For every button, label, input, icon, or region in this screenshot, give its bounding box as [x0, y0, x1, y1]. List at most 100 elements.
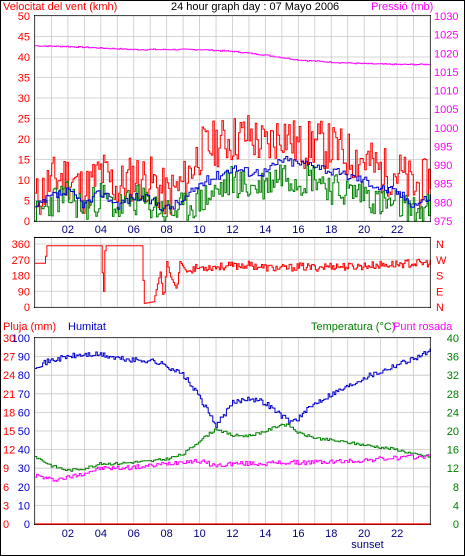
humidity-tick-label: 10 — [18, 500, 30, 512]
temperature-series — [35, 423, 431, 472]
pressure-tick-label: 980 — [434, 197, 452, 209]
x-tick-label: 12 — [226, 528, 238, 540]
x-tick-label: 10 — [193, 528, 205, 540]
direction-tick-label: 360 — [12, 239, 30, 251]
rain-axis-label: Pluja (mm) — [3, 321, 56, 333]
x-tick-label: 08 — [161, 528, 173, 540]
rain-tick-label: 6 — [3, 482, 9, 494]
humidity-tick-label: 20 — [18, 482, 30, 494]
wind-tick-label: 15 — [18, 155, 30, 167]
panel-wind-lines — [35, 45, 431, 222]
x-tick-label: 06 — [128, 528, 140, 540]
humidity-series — [35, 348, 431, 429]
pressure-axis-label: Pressió (mb) — [371, 1, 433, 13]
x-tick-label: 20 — [358, 224, 370, 236]
rain-tick-label: 21 — [3, 389, 15, 401]
direction-tick-label: 270 — [12, 255, 30, 267]
pressure-tick-label: 1020 — [434, 48, 458, 60]
pressure-tick-label: 995 — [434, 141, 452, 153]
x-tick-label: 14 — [259, 528, 271, 540]
pressure-tick-label: 1000 — [434, 123, 458, 135]
x-tick-label: 08 — [161, 224, 173, 236]
sunset-marker: sunset — [351, 539, 383, 551]
humidity-axis-label: Humitat — [68, 321, 106, 333]
x-tick-label: 18 — [325, 224, 337, 236]
temperature-tick-label: 32 — [447, 370, 459, 382]
wind-tick-label: 0 — [24, 216, 30, 228]
dewpoint-series — [35, 454, 431, 482]
pressure-tick-label: 1005 — [434, 104, 458, 116]
rain-tick-label: 18 — [3, 407, 15, 419]
wind-tick-label: 30 — [18, 93, 30, 105]
rain-tick-label: 0 — [3, 519, 9, 531]
wind-tick-label: 50 — [18, 11, 30, 23]
compass-label: E — [436, 286, 443, 298]
compass-label: W — [436, 255, 447, 267]
wind-speed-axis-label: Velocitat del vent (kmh) — [3, 1, 117, 13]
wind-tick-label: 35 — [18, 73, 30, 85]
wind-tick-label: 5 — [24, 196, 30, 208]
avg-wind-series — [35, 164, 431, 222]
pressure-tick-label: 1025 — [434, 30, 458, 42]
humidity-tick-label: 90 — [18, 352, 30, 364]
rain-tick-label: 12 — [3, 445, 15, 457]
pressure-tick-label: 985 — [434, 179, 452, 191]
x-tick-label: 02 — [62, 528, 74, 540]
gust-series — [35, 115, 431, 215]
temperature-tick-label: 40 — [447, 333, 459, 345]
pressure-tick-label: 990 — [434, 160, 452, 172]
x-tick-label: 06 — [128, 224, 140, 236]
x-tick-label: 04 — [95, 528, 107, 540]
direction-tick-label: 0 — [24, 302, 30, 314]
temperature-tick-label: 8 — [453, 482, 459, 494]
temperature-tick-label: 12 — [447, 463, 459, 475]
chart-title: 24 hour graph day : 07 Mayo 2006 — [171, 1, 339, 13]
humidity-tick-label: 50 — [18, 426, 30, 438]
temperature-tick-label: 36 — [447, 352, 459, 364]
x-tick-label: 22 — [391, 224, 403, 236]
compass-label: N — [436, 302, 444, 314]
rain-tick-label: 15 — [3, 426, 15, 438]
x-tick-label: 14 — [259, 224, 271, 236]
wind-tick-label: 10 — [18, 175, 30, 187]
panel-humidity-ticks: 0102030405060708090100036912151821242730… — [3, 333, 459, 551]
temperature-tick-label: 24 — [447, 407, 459, 419]
humidity-tick-label: 100 — [12, 333, 30, 345]
x-tick-label: 12 — [226, 224, 238, 236]
rain-tick-label: 24 — [3, 370, 15, 382]
temperature-tick-label: 0 — [453, 519, 459, 531]
humidity-tick-label: 80 — [18, 370, 30, 382]
x-tick-label: 04 — [95, 224, 107, 236]
panel-humidity-lines — [35, 348, 431, 525]
pressure-tick-label: 1030 — [434, 11, 458, 23]
compass-label: N — [436, 239, 444, 251]
rain-tick-label: 9 — [3, 463, 9, 475]
mean-wind-series — [35, 156, 431, 212]
wind-direction-series — [35, 245, 431, 304]
direction-tick-label: 180 — [12, 271, 30, 283]
pressure-series — [35, 45, 430, 66]
pressure-tick-label: 1015 — [434, 67, 458, 79]
pressure-tick-label: 1010 — [434, 86, 458, 98]
humidity-tick-label: 30 — [18, 463, 30, 475]
humidity-tick-label: 70 — [18, 389, 30, 401]
rain-tick-label: 3 — [3, 500, 9, 512]
rain-tick-label: 30 — [3, 333, 15, 345]
x-tick-label: 20 — [358, 528, 370, 540]
rain-tick-label: 27 — [3, 352, 15, 364]
dewpoint-axis-label: Punt rosada — [393, 321, 453, 333]
x-tick-label: 02 — [62, 224, 74, 236]
temperature-tick-label: 20 — [447, 426, 459, 438]
temperature-tick-label: 16 — [447, 445, 459, 457]
x-tick-label: 18 — [325, 528, 337, 540]
x-tick-label: 22 — [391, 528, 403, 540]
pressure-tick-label: 975 — [434, 216, 452, 228]
temperature-tick-label: 4 — [453, 500, 459, 512]
panel-direction-grid — [34, 238, 431, 308]
panel-direction-lines — [35, 245, 431, 304]
panel-humidity-grid — [34, 337, 431, 525]
compass-label: S — [436, 271, 443, 283]
